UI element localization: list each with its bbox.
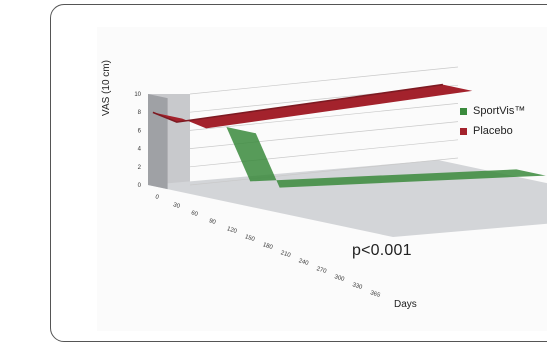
p-value-annotation: p<0.001	[352, 242, 412, 259]
legend-label-placebo: Placebo	[473, 125, 513, 137]
legend-label-sportvis: SportVis™	[473, 105, 526, 117]
y-tick-label: 0	[138, 183, 142, 189]
series-line-placebo	[152, 83, 444, 123]
series-ribbon-placebo	[152, 84, 473, 129]
x-tick-label: 30	[172, 202, 181, 210]
y-tick-label: 4	[138, 147, 142, 153]
gridline	[189, 66, 459, 95]
legend-item-placebo: Placebo	[460, 121, 525, 141]
legend: SportVis™ Placebo	[460, 101, 525, 141]
y-tick-label: 10	[134, 92, 141, 98]
x-tick-label: 300	[334, 274, 346, 283]
y-tick-label: 6	[138, 128, 142, 134]
x-tick-label: 330	[351, 282, 363, 291]
gridline	[189, 139, 459, 168]
x-tick-label: 180	[262, 242, 274, 251]
legend-swatch-sportvis	[460, 107, 467, 115]
gridline	[189, 157, 459, 186]
x-tick-label: 240	[298, 258, 310, 267]
gridline	[189, 103, 459, 131]
legend-swatch-placebo	[460, 127, 467, 135]
x-tick-label: 0	[154, 194, 160, 201]
x-tick-label: 120	[226, 226, 238, 235]
x-tick-label: 150	[244, 234, 256, 243]
left-wall-edge	[148, 94, 168, 190]
x-tick-label: 60	[190, 210, 199, 218]
series-ribbon-sportvis	[226, 127, 546, 188]
x-tick-label: 210	[280, 250, 292, 259]
y-axis-label: VAS (10 cm)	[101, 60, 112, 116]
y-tick-label: 2	[138, 165, 142, 171]
x-axis-label: Days	[394, 299, 417, 310]
legend-item-sportvis: SportVis™	[460, 101, 525, 121]
y-tick-label: 8	[138, 110, 142, 116]
x-tick-label: 365	[369, 290, 381, 299]
x-tick-label: 90	[208, 218, 217, 226]
x-tick-label: 270	[316, 266, 328, 275]
